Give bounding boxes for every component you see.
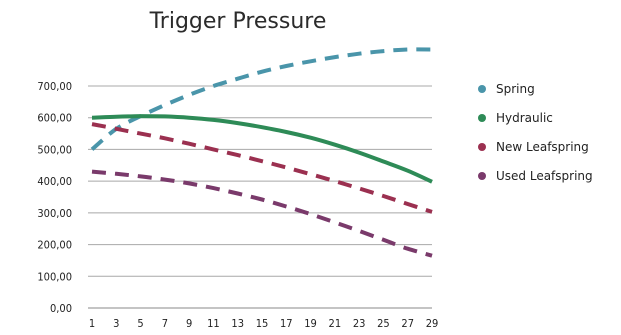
x-tick-label: 11 xyxy=(207,317,220,330)
chart-title: Trigger Pressure xyxy=(149,9,327,34)
x-tick-label: 25 xyxy=(377,317,390,330)
series-line-hydraulic xyxy=(91,114,433,184)
legend-label: New Leafspring xyxy=(496,140,589,154)
x-tick-label: 3 xyxy=(113,317,119,330)
y-tick-label: 0,00 xyxy=(50,302,72,315)
x-tick-label: 1 xyxy=(89,317,95,330)
x-axis-tick-labels: 1 3 5 7 9 11 13 15 17 19 21 23 25 27 29 xyxy=(89,317,438,330)
y-tick-label: 600,00 xyxy=(37,112,72,125)
x-tick-label: 23 xyxy=(353,317,366,330)
x-tick-label: 9 xyxy=(186,317,192,330)
series-line-spring xyxy=(90,47,433,151)
legend-marker xyxy=(478,114,486,122)
y-axis-tick-labels: 0,00 100,00 200,00 300,00 400,00 500,00 600,00… xyxy=(37,80,72,315)
legend-label: Spring xyxy=(496,82,535,96)
y-tick-label: 500,00 xyxy=(37,143,72,156)
y-tick-label: 300,00 xyxy=(37,207,72,220)
legend-marker xyxy=(478,172,486,180)
y-tick-label: 100,00 xyxy=(37,270,72,283)
y-tick-label: 400,00 xyxy=(37,175,72,188)
legend-label: Used Leafspring xyxy=(496,169,593,183)
y-tick-label: 200,00 xyxy=(37,239,72,252)
x-tick-label: 21 xyxy=(329,317,342,330)
series-lines xyxy=(90,47,433,258)
legend: Spring Hydraulic New Leafspring Used Leafsp… xyxy=(478,82,593,183)
x-tick-label: 29 xyxy=(426,317,439,330)
series-line-used-leafspring xyxy=(91,169,433,258)
x-tick-label: 27 xyxy=(401,317,414,330)
legend-marker xyxy=(478,143,486,151)
x-tick-label: 17 xyxy=(280,317,293,330)
x-tick-label: 7 xyxy=(162,317,168,330)
y-tick-label: 700,00 xyxy=(37,80,72,93)
series-line-new-leafspring xyxy=(91,122,433,214)
x-tick-label: 19 xyxy=(304,317,317,330)
legend-marker xyxy=(478,85,486,93)
legend-label: Hydraulic xyxy=(496,111,553,125)
x-tick-label: 15 xyxy=(256,317,269,330)
x-tick-label: 13 xyxy=(231,317,244,330)
x-tick-label: 5 xyxy=(137,317,143,330)
